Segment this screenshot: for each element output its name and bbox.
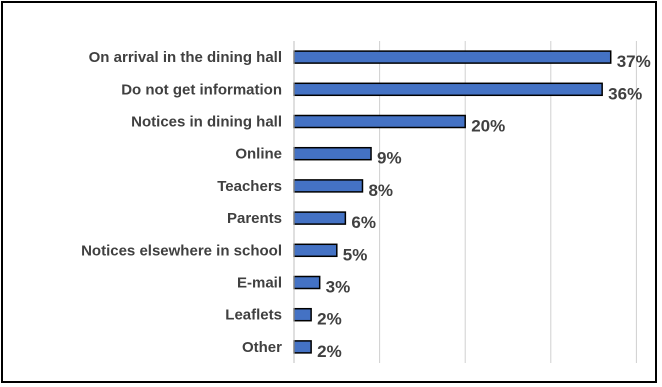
category-label: Notices in dining hall (131, 114, 282, 131)
bar (293, 114, 466, 129)
category-label: Do not get information (121, 81, 282, 98)
bar (293, 82, 603, 97)
bar (293, 275, 321, 290)
bar (293, 179, 364, 193)
category-label: Parents (227, 210, 282, 227)
category-label: Other (242, 339, 282, 356)
bar (293, 340, 312, 354)
value-label: 20% (471, 117, 505, 136)
value-label: 37% (617, 52, 651, 71)
category-label: E-mail (237, 275, 282, 292)
value-label: 8% (368, 181, 393, 200)
value-label: 2% (317, 342, 342, 361)
value-label: 3% (326, 278, 351, 297)
value-label: 9% (377, 149, 402, 168)
bar (293, 243, 338, 258)
category-label: Notices elsewhere in school (81, 242, 282, 259)
value-label: 36% (608, 84, 642, 103)
value-label: 5% (343, 245, 368, 264)
category-label: On arrival in the dining hall (89, 49, 282, 66)
category-label: Leaflets (225, 307, 282, 324)
category-label: Teachers (217, 178, 282, 195)
bar (293, 146, 372, 161)
category-label: Online (235, 146, 282, 163)
bar (293, 211, 347, 225)
value-label: 6% (351, 213, 376, 232)
bar (293, 307, 312, 322)
value-label: 2% (317, 310, 342, 329)
bar (293, 50, 612, 64)
